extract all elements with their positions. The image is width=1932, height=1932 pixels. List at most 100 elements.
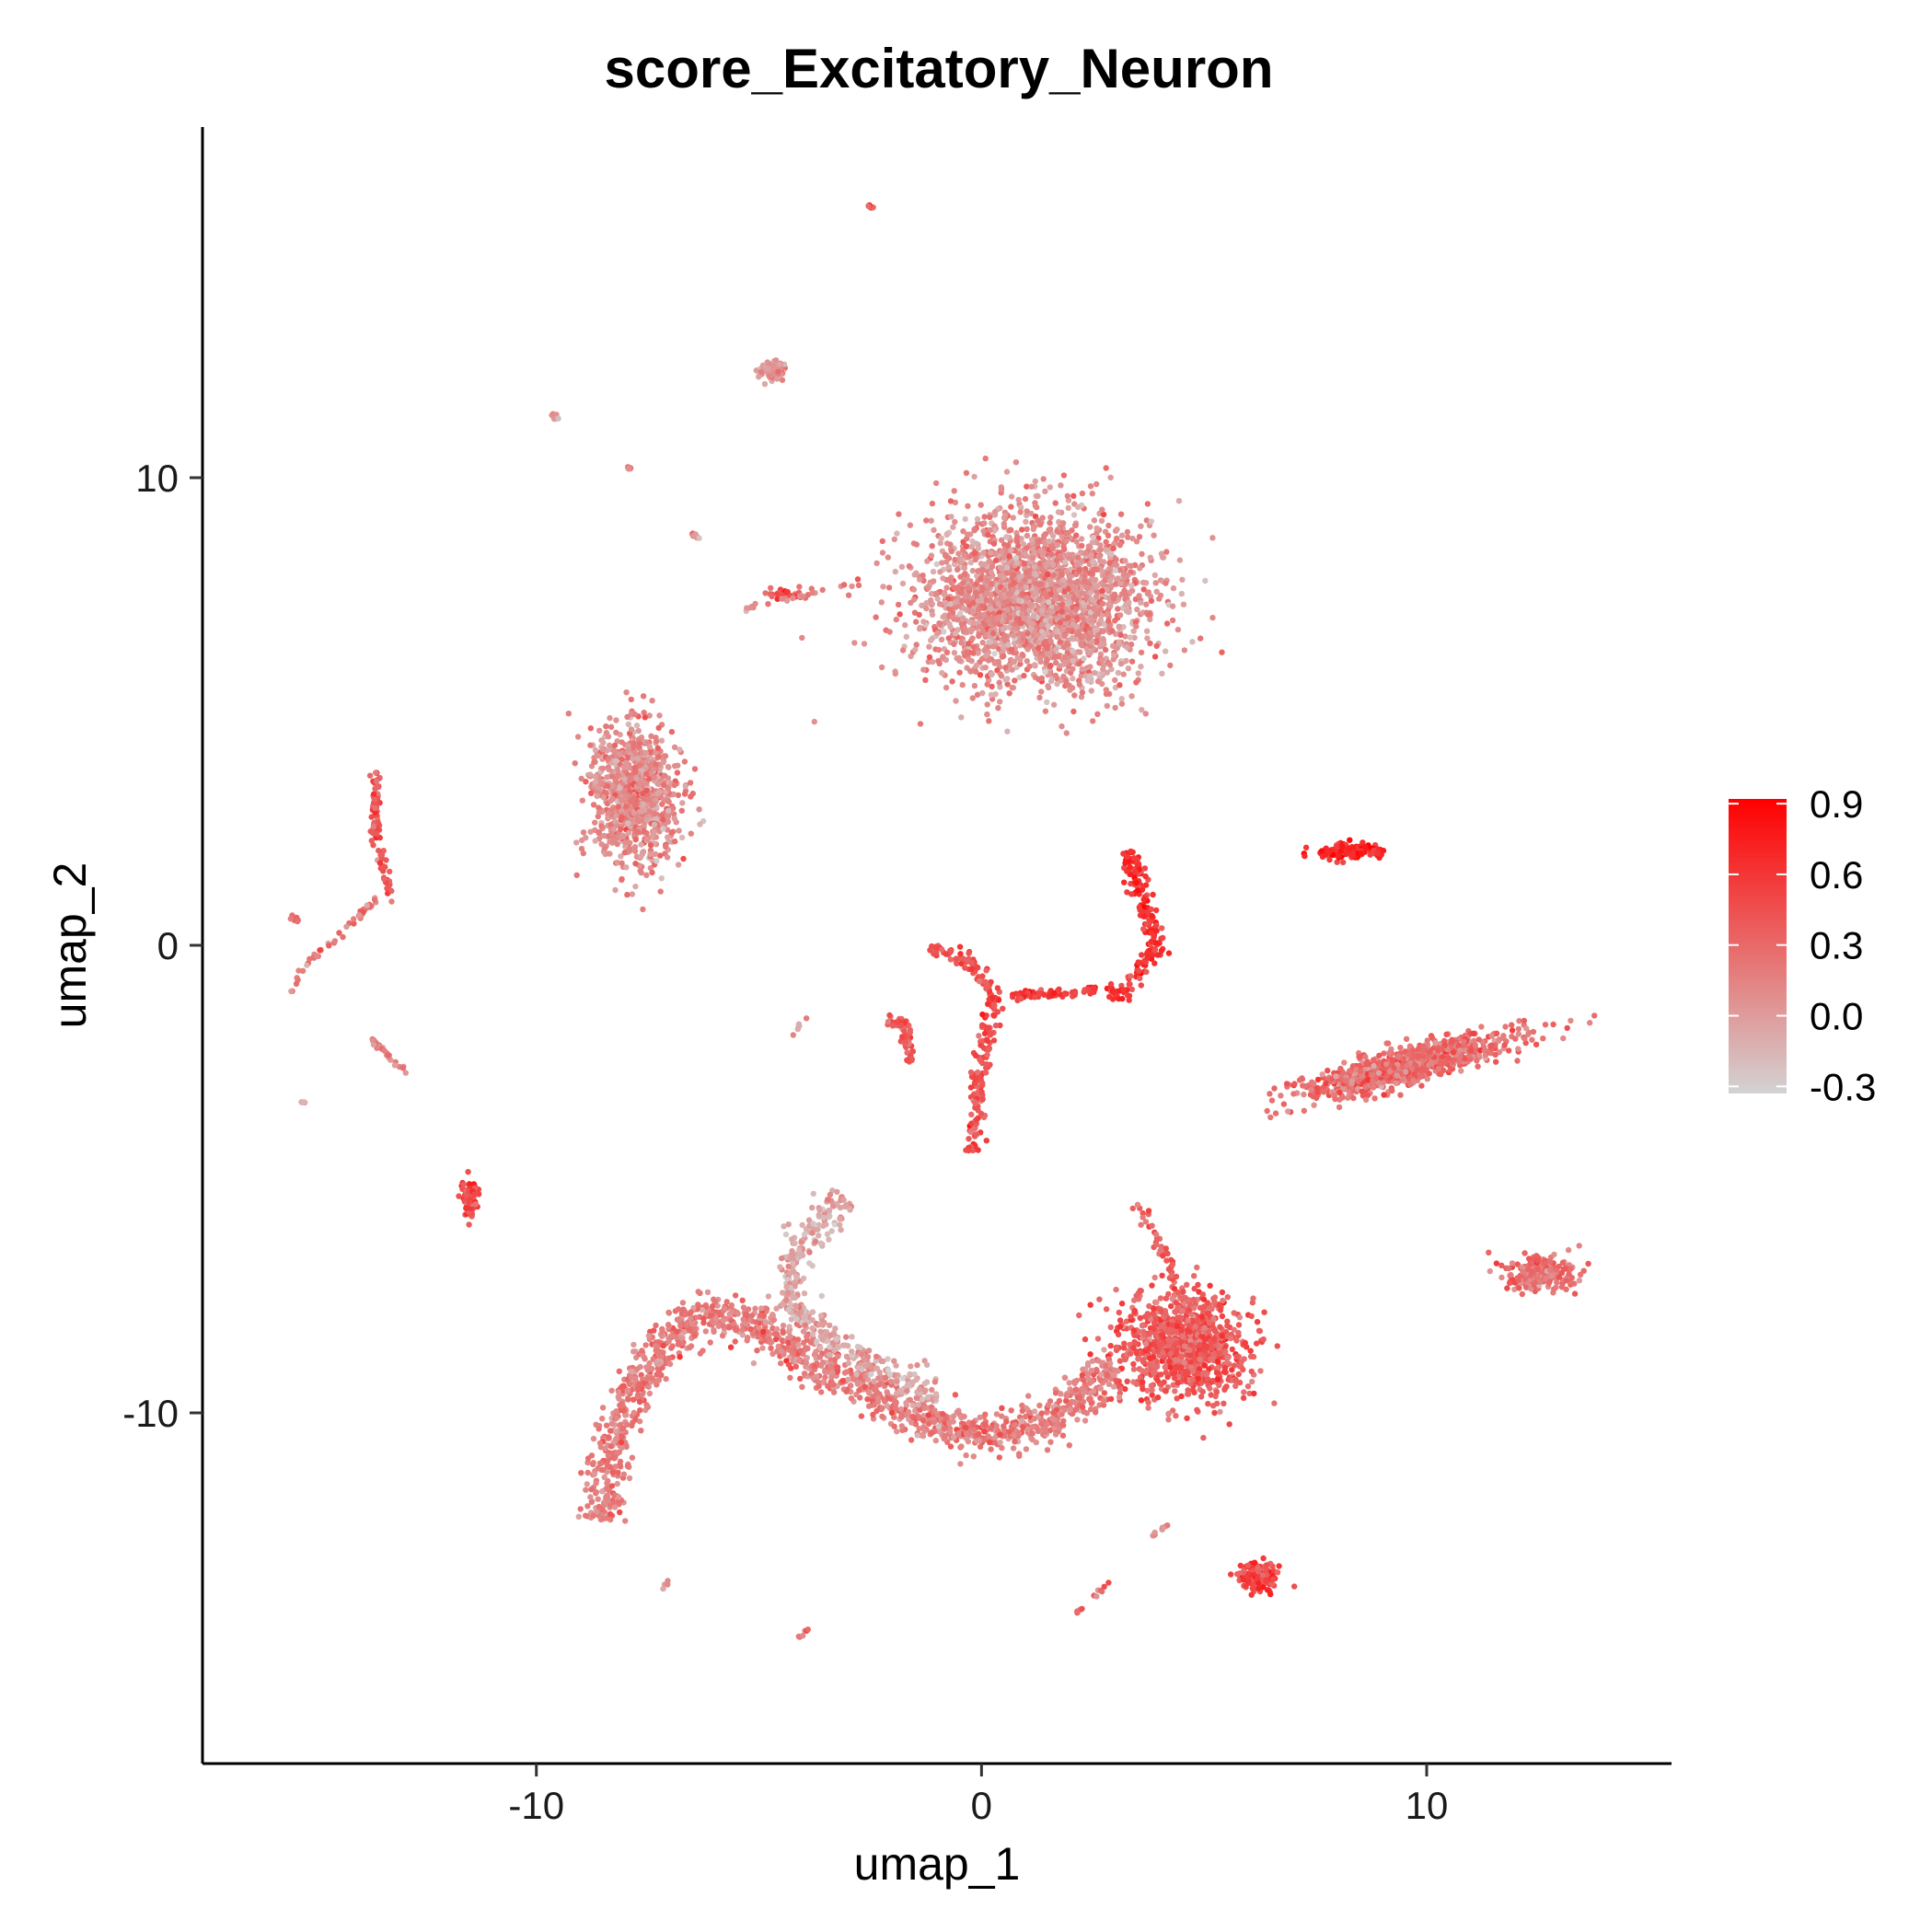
data-point	[607, 723, 615, 730]
data-point	[885, 554, 891, 561]
data-point	[1209, 535, 1216, 541]
data-point	[630, 756, 636, 762]
data-point	[970, 643, 977, 650]
data-point	[981, 647, 988, 654]
data-point	[1271, 1085, 1278, 1092]
data-point	[959, 681, 966, 688]
data-point	[1095, 553, 1102, 560]
data-point	[1041, 532, 1047, 539]
data-point	[1038, 607, 1046, 614]
data-point	[573, 872, 580, 878]
data-point	[629, 891, 635, 897]
data-point	[1070, 648, 1076, 654]
data-point	[1540, 1035, 1546, 1042]
data-point	[928, 590, 935, 597]
data-point	[1336, 1089, 1343, 1096]
data-point	[1382, 1060, 1390, 1068]
data-point	[940, 654, 946, 660]
data-point	[1217, 1408, 1223, 1416]
data-point	[1118, 1301, 1126, 1307]
data-point	[651, 774, 657, 781]
data-point	[1220, 1297, 1226, 1304]
data-point	[643, 836, 651, 843]
data-point	[1116, 612, 1124, 619]
data-point	[961, 564, 968, 572]
data-point	[995, 658, 1002, 665]
data-point	[1424, 1054, 1430, 1060]
data-point	[592, 779, 599, 785]
data-point	[1311, 1102, 1317, 1108]
data-point	[1076, 681, 1083, 688]
data-point	[954, 617, 961, 623]
data-point	[945, 563, 952, 570]
data-point	[587, 725, 594, 732]
data-point	[1283, 1081, 1290, 1087]
data-point	[594, 792, 600, 800]
data-point	[931, 526, 937, 533]
data-point	[1168, 1302, 1174, 1310]
data-point	[1022, 551, 1028, 558]
data-point	[636, 762, 643, 769]
data-point	[1105, 522, 1112, 529]
data-point	[1013, 560, 1020, 566]
data-point	[986, 618, 992, 624]
data-point	[984, 711, 990, 718]
data-point	[605, 782, 611, 790]
data-point	[1363, 1060, 1370, 1067]
data-point	[588, 790, 595, 796]
data-point	[970, 608, 977, 615]
data-point	[973, 581, 979, 587]
data-point	[1156, 596, 1163, 602]
data-point	[678, 834, 686, 841]
data-point	[1028, 602, 1035, 608]
data-point	[578, 775, 584, 782]
data-point	[984, 701, 990, 708]
data-point	[948, 548, 955, 555]
data-point	[943, 559, 950, 565]
data-point	[1097, 546, 1105, 553]
data-point	[628, 726, 635, 733]
data-point	[1135, 1355, 1141, 1361]
data-point	[1054, 541, 1061, 549]
data-point	[697, 821, 703, 827]
data-point	[1369, 1071, 1375, 1079]
data-point	[1268, 1097, 1276, 1104]
data-point	[649, 869, 655, 876]
data-point	[1413, 1062, 1419, 1069]
data-point	[1435, 1065, 1442, 1072]
data-point	[1054, 680, 1060, 688]
data-point	[1420, 1043, 1427, 1049]
data-point	[1209, 1403, 1217, 1409]
data-point	[1450, 1049, 1457, 1056]
data-point	[696, 806, 702, 813]
data-point	[1240, 1394, 1247, 1402]
data-point	[1114, 526, 1120, 533]
data-point	[990, 540, 998, 547]
data-point	[1521, 1017, 1528, 1024]
data-point	[1047, 662, 1054, 669]
data-point	[619, 814, 625, 821]
data-point	[1138, 523, 1144, 529]
data-point	[1492, 1051, 1498, 1059]
data-point	[1236, 1314, 1244, 1321]
data-point	[656, 712, 663, 719]
data-point	[621, 776, 628, 782]
data-point	[1106, 560, 1113, 566]
data-point	[1125, 665, 1132, 672]
data-point	[634, 817, 642, 825]
data-point	[624, 713, 631, 721]
data-point	[1529, 1036, 1535, 1043]
data-point	[671, 744, 678, 750]
data-point	[1175, 498, 1183, 504]
data-point	[926, 643, 932, 650]
data-point	[886, 629, 893, 635]
data-point	[688, 830, 694, 837]
data-point	[1163, 648, 1169, 654]
data-point	[1136, 593, 1142, 599]
data-point	[628, 775, 634, 781]
data-point	[971, 473, 978, 480]
data-point	[635, 727, 642, 735]
data-point	[1070, 492, 1077, 499]
data-point	[1035, 644, 1042, 652]
data-point	[988, 691, 995, 699]
